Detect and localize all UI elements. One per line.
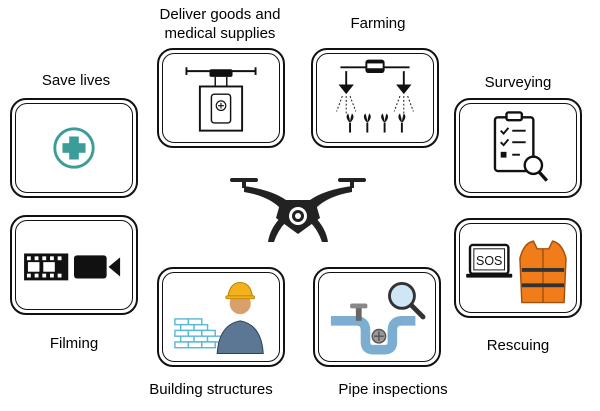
tile-rescuing: SOS	[454, 218, 582, 318]
tile-filming	[10, 215, 138, 315]
label-surveying: Surveying	[484, 74, 552, 91]
label-farming: Farming	[350, 15, 406, 32]
construction-worker-icon	[174, 281, 264, 354]
tile-farming	[311, 48, 439, 148]
label-pipe: Pipe inspections	[338, 381, 448, 398]
clipboard-magnifier-icon	[493, 111, 549, 182]
farming-drone-icon	[336, 59, 414, 133]
tile-pipe	[313, 267, 441, 367]
label-deliver: Deliver goods and medical supplies	[159, 6, 281, 42]
label-filming: Filming	[49, 335, 99, 352]
tile-surveying	[454, 98, 582, 198]
label-save-lives: Save lives	[41, 72, 111, 89]
film-camera-icon	[24, 253, 121, 281]
medical-cross-icon	[53, 127, 95, 169]
tile-building	[157, 267, 285, 367]
sos-text: SOS	[476, 254, 502, 268]
drone-icon	[230, 178, 366, 242]
tile-deliver	[157, 48, 285, 148]
delivery-drone-icon	[185, 67, 257, 132]
label-rescuing: Rescuing	[486, 337, 550, 354]
label-building: Building structures	[149, 381, 273, 398]
sos-life-vest-icon: SOS	[466, 240, 567, 304]
tile-save-lives	[10, 98, 138, 198]
pipe-magnifier-icon	[330, 281, 426, 355]
